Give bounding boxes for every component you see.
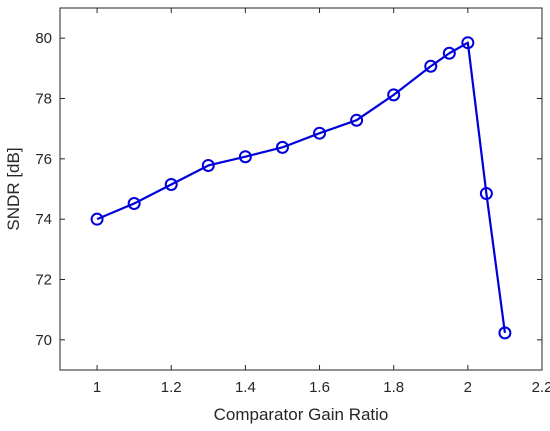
data-point-marker xyxy=(201,158,215,172)
y-tick-label: 72 xyxy=(35,272,52,289)
data-point-marker xyxy=(164,177,178,191)
data-point-marker xyxy=(479,187,493,201)
data-point-marker xyxy=(424,59,438,73)
x-tick-label: 1.4 xyxy=(235,379,256,396)
x-tick-label: 1.2 xyxy=(161,379,182,396)
series-markers xyxy=(90,36,512,340)
data-point-marker xyxy=(498,326,512,340)
data-point-marker xyxy=(442,46,456,60)
x-tick-label: 2 xyxy=(464,379,472,396)
data-point-marker xyxy=(127,196,141,210)
x-axis-ticks: 1 1.2 1.4 1.6 1.8 2 2.2 xyxy=(93,8,550,396)
y-tick-label: 74 xyxy=(35,211,52,228)
y-tick-label: 78 xyxy=(35,91,52,108)
y-tick-label: 80 xyxy=(35,30,52,47)
x-tick-label: 1.6 xyxy=(309,379,330,396)
y-axis-label: SNDR [dB] xyxy=(4,147,23,230)
y-tick-label: 76 xyxy=(35,151,52,168)
data-point-marker xyxy=(350,113,364,127)
data-point-marker xyxy=(387,88,401,102)
data-point-marker xyxy=(238,150,252,164)
plot-area xyxy=(59,7,543,371)
x-tick-label: 1.8 xyxy=(383,379,404,396)
y-tick-label: 70 xyxy=(35,332,52,349)
x-tick-label: 1 xyxy=(93,379,101,396)
y-axis-ticks: 70 72 74 76 78 80 xyxy=(35,30,542,349)
data-point-marker xyxy=(275,140,289,154)
series-line xyxy=(96,41,507,334)
x-axis-label: Comparator Gain Ratio xyxy=(214,405,389,424)
data-point-marker xyxy=(90,212,104,226)
data-point-marker xyxy=(461,36,475,50)
x-tick-label: 2.2 xyxy=(532,379,550,396)
data-point-marker xyxy=(313,126,327,140)
